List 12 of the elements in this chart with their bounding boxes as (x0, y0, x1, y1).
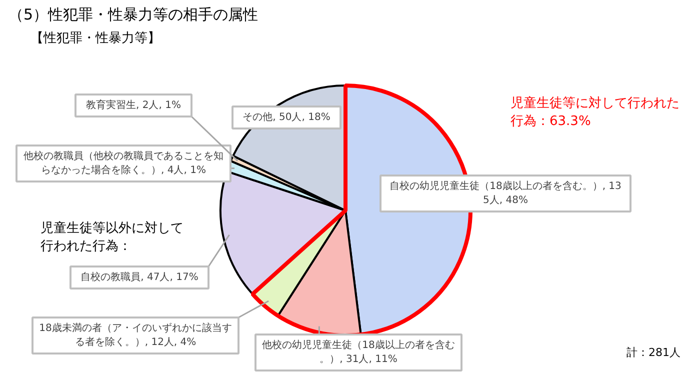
slice-label: 他校の幼児児童生徒（18歳以上の者を含む。）, 31人, 11% (262, 339, 455, 365)
text: 計：281人 (626, 346, 681, 359)
slice-label: 18歳未満の者（ア・イのいずれかに該当する者を除く。）, 12人, 4% (39, 322, 232, 348)
text: 児童生徒等に対して行われた行為：63.3% (510, 95, 680, 129)
slice-label: 自校の幼児児童生徒（18歳以上の者を含む。）, 135人, 48% (390, 180, 622, 206)
chart-subtitle: 【性犯罪・性暴力等】 (30, 31, 160, 46)
text: 児童生徒等以外に対して行われた行為： (40, 220, 184, 254)
chart-title: （5）性犯罪・性暴力等の相手の属性 (8, 6, 258, 24)
slice-label: 教育実習生, 2人, 1% (86, 99, 181, 111)
slice-label: 自校の教職員, 47人, 17% (80, 271, 198, 283)
slice-label: その他, 50人, 18% (242, 111, 330, 123)
slice-label: 他校の教職員（他校の教職員であることを知らなかった場合を除く。）, 4人, 1% (24, 150, 224, 176)
